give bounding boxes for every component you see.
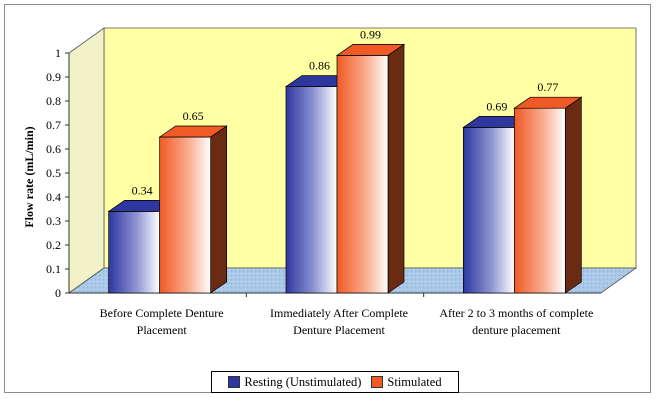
- bar-front: [336, 55, 389, 294]
- y-tick-label: 0.8: [46, 94, 61, 108]
- data-label-resting-2: 0.69: [486, 99, 507, 113]
- legend-label-resting: Resting (Unstimulated): [244, 374, 362, 389]
- y-axis-title: Flow rate (mL/min): [22, 126, 36, 227]
- bar-side: [387, 43, 405, 294]
- bar-stimulated-0: [158, 125, 228, 294]
- category-label-1: Immediately After Complete: [270, 306, 408, 320]
- category-label-2: denture placement: [472, 323, 561, 337]
- bar-chart: Flow rate (mL/min) 0 0.1 0.2 0.3 0.4 0.5 0.6 0.…: [22, 27, 638, 337]
- y-tick-label: 0.2: [46, 238, 61, 252]
- bar-front: [513, 107, 566, 294]
- bar-stimulated-2: [513, 96, 583, 294]
- y-tick-label: 0.1: [46, 262, 61, 276]
- legend-item-resting: Resting (Unstimulated): [228, 375, 361, 390]
- chart-frame: Flow rate (mL/min) 0 0.1 0.2 0.3 0.4 0.5 0.6 0.…: [4, 4, 651, 393]
- y-tick-label: 0: [55, 286, 61, 300]
- legend-swatch-stimulated: [371, 376, 384, 388]
- legend-label-stimulated: Stimulated: [387, 374, 442, 389]
- legend-swatch-resting: [228, 376, 241, 388]
- data-label-resting-0: 0.34: [132, 183, 153, 197]
- y-tick-label: 0.6: [46, 142, 61, 156]
- y-tick-label: 0.4: [46, 190, 61, 204]
- bar-front: [108, 211, 161, 294]
- bar-front: [462, 127, 515, 294]
- y-tick-label: 1: [55, 46, 61, 60]
- side-wall: [68, 27, 105, 294]
- category-label-0: Before Complete Denture: [100, 306, 224, 320]
- y-tick-label: 0.5: [46, 166, 61, 180]
- bar-stimulated-1: [335, 43, 406, 294]
- legend: Resting (Unstimulated) Stimulated: [211, 371, 459, 393]
- category-label-1: Denture Placement: [293, 323, 385, 337]
- data-label-stimulated-2: 0.77: [537, 80, 558, 94]
- data-label-stimulated-0: 0.65: [183, 109, 204, 123]
- data-label-stimulated-1: 0.99: [360, 27, 381, 41]
- bar-top: [158, 125, 228, 138]
- data-label-resting-1: 0.86: [309, 59, 330, 73]
- bar-front: [159, 136, 212, 294]
- legend-item-stimulated: Stimulated: [371, 374, 442, 390]
- y-tick-label: 0.3: [46, 214, 61, 228]
- bar-top: [335, 44, 406, 56]
- bar-front: [285, 86, 338, 294]
- bar-top: [513, 96, 583, 109]
- category-label-2: After 2 to 3 months of complete: [439, 306, 593, 320]
- y-tick-label: 0.9: [46, 70, 61, 84]
- y-tick-label: 0.7: [46, 118, 61, 132]
- bar-side: [564, 96, 582, 294]
- category-label-0: Placement: [137, 323, 188, 337]
- bar-side: [210, 125, 228, 294]
